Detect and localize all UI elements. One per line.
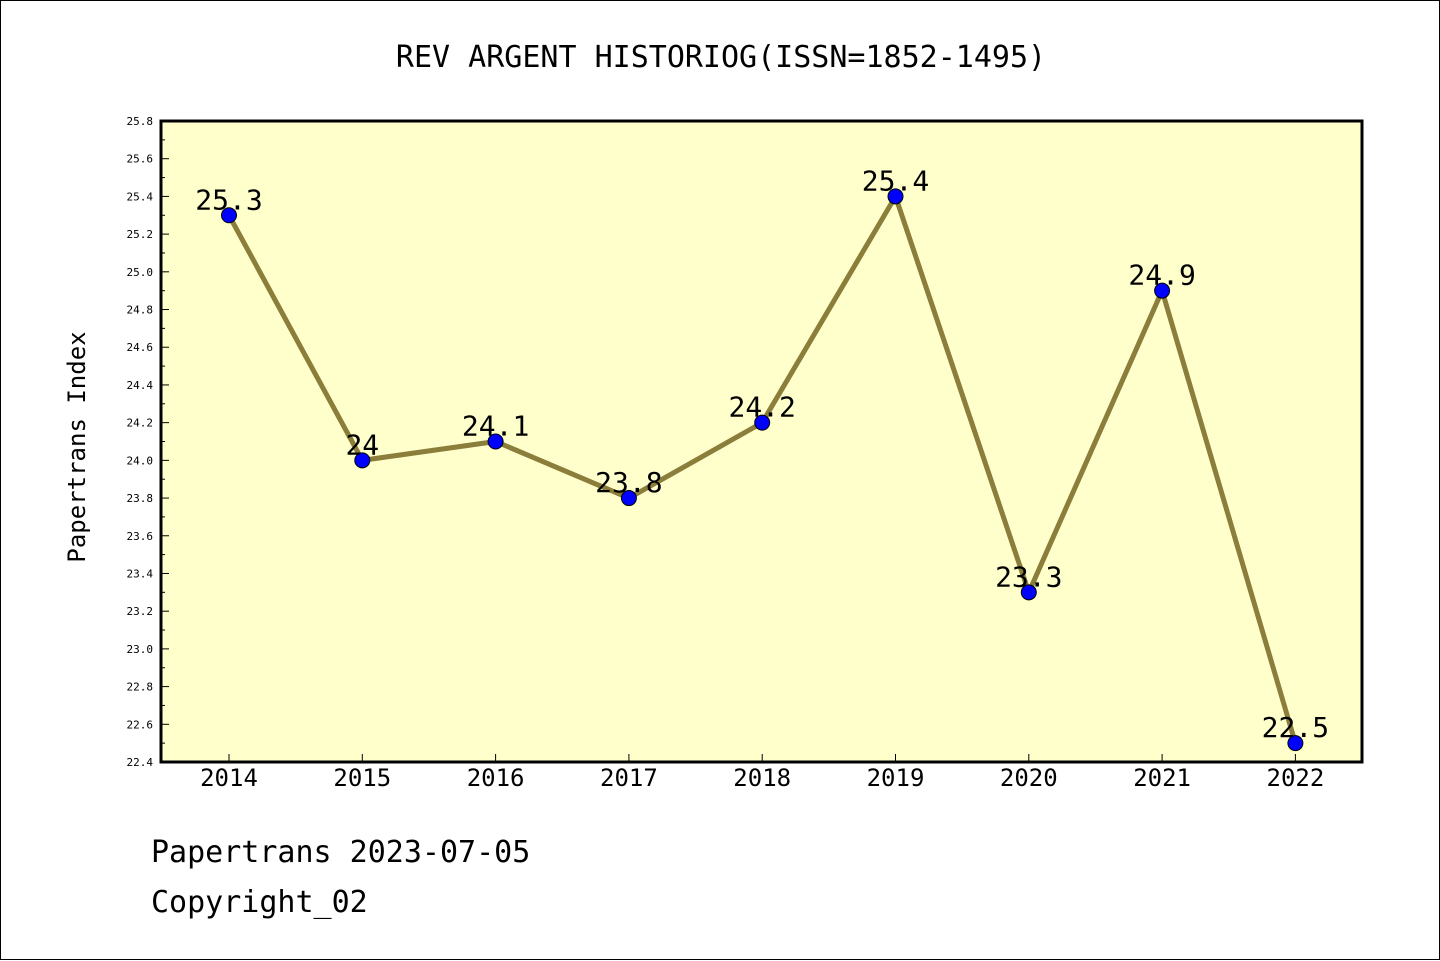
data-labels: 25.3 24 24.1 23.8 24.2 25.4 23.3 24.9 22.5	[195, 164, 1329, 744]
y-tick-label: 25.8	[127, 115, 154, 128]
x-tick-label: 2016	[467, 764, 525, 792]
x-tick-label: 2021	[1133, 764, 1191, 792]
y-tick-label: 25.0	[127, 266, 154, 279]
x-tick-label: 2019	[867, 764, 925, 792]
chart-title: REV ARGENT HISTORIOG(ISSN=1852-1495)	[396, 40, 1046, 75]
data-label: 22.5	[1262, 711, 1329, 744]
data-label: 23.8	[595, 466, 662, 499]
y-tick-label: 25.6	[127, 153, 154, 166]
y-tick-label: 24.4	[127, 379, 154, 392]
y-axis-ticks: 22.4 22.6 22.8 23.0 23.2 23.4 23.6 23.8 24.0 24.2…	[127, 115, 169, 769]
y-tick-label: 24.6	[127, 341, 154, 354]
data-label: 25.4	[862, 164, 929, 197]
data-label: 24	[345, 428, 379, 461]
data-point-marker	[487, 433, 504, 450]
y-tick-label: 24.2	[127, 417, 154, 430]
y-axis-label: Papertrans Index	[63, 331, 91, 562]
data-point-marker	[354, 452, 371, 469]
x-tick-label: 2017	[600, 764, 658, 792]
data-label: 24.1	[462, 410, 529, 443]
y-tick-label: 23.8	[127, 492, 154, 505]
y-tick-label: 24.0	[127, 454, 154, 467]
x-axis-ticks: 2014 2015 2016 2017 2018 2019 2020 2021 2022	[200, 754, 1324, 792]
footer-copyright: Copyright_02	[151, 885, 368, 920]
x-tick-label: 2020	[1000, 764, 1058, 792]
data-point-marker	[221, 207, 237, 224]
data-point-marker	[754, 414, 771, 431]
data-point-marker	[887, 188, 904, 205]
y-tick-label: 22.4	[127, 756, 154, 769]
x-tick-label: 2014	[200, 764, 258, 792]
data-label: 23.3	[995, 560, 1062, 593]
y-tick-label: 22.6	[127, 718, 154, 731]
y-tick-label: 23.4	[127, 567, 154, 580]
data-point-marker	[620, 490, 637, 507]
x-tick-label: 2022	[1267, 764, 1325, 792]
y-tick-label: 22.8	[127, 681, 154, 694]
footer-date: Papertrans 2023-07-05	[151, 835, 531, 870]
data-label: 25.3	[195, 183, 262, 216]
y-tick-label: 24.8	[127, 304, 154, 317]
y-tick-label: 25.4	[127, 190, 154, 203]
x-tick-label: 2018	[733, 764, 791, 792]
data-label: 24.2	[728, 391, 795, 424]
plot-area	[159, 119, 1364, 764]
series-line-group	[221, 188, 1304, 752]
data-point-marker	[1287, 735, 1304, 752]
data-label: 24.9	[1128, 259, 1195, 292]
y-tick-label: 23.2	[127, 605, 154, 618]
y-tick-label: 25.2	[127, 228, 154, 241]
data-point-marker	[1154, 282, 1171, 299]
y-tick-label: 23.6	[127, 530, 154, 543]
data-point-marker	[1020, 584, 1037, 601]
y-tick-label: 23.0	[127, 643, 154, 656]
x-tick-label: 2015	[333, 764, 391, 792]
